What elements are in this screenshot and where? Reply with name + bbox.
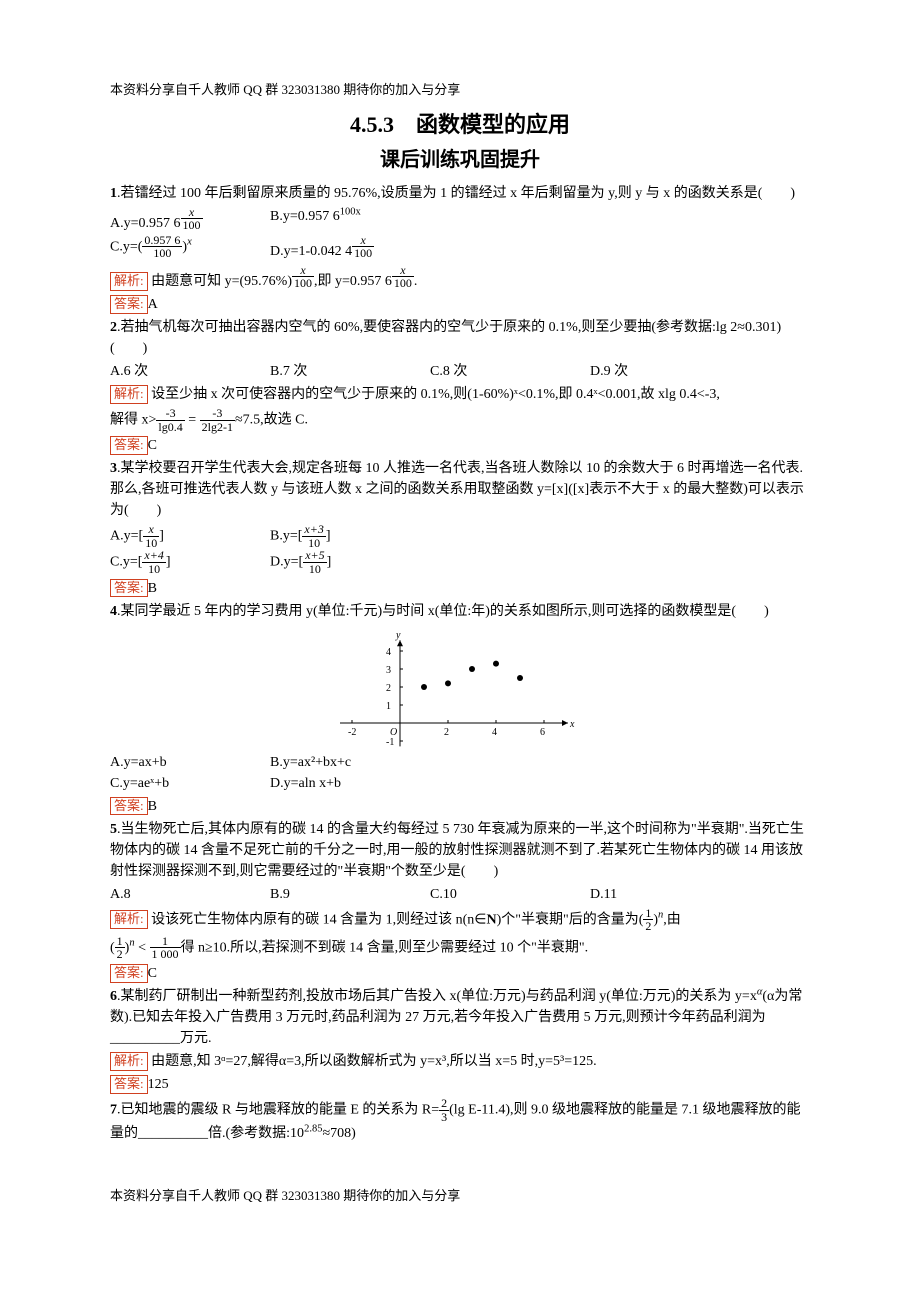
q2-solution-l1: 解析: 设至少抽 x 次可使容器内的空气少于原来的 0.1%,则(1-60%)ˣ…: [110, 384, 810, 405]
daan-label: 答案:: [110, 964, 148, 983]
question-6: 6.某制药厂研制出一种新型药剂,投放市场后其广告投入 x(单位:万元)与药品利润…: [110, 986, 810, 1049]
q1-answer: 答案:A: [110, 294, 810, 315]
q3-text: .某学校要召开学生代表大会,规定各班每 10 人推选一名代表,当各班人数除以 1…: [110, 461, 804, 518]
q5-options: A.8 B.9 C.10 D.11: [110, 884, 810, 905]
page-title: 4.5.3 函数模型的应用: [110, 108, 810, 141]
q3-opt-c: C.y=[x+410]: [110, 549, 260, 575]
q2-solution-l2: 解得 x>-3lg0.4 = -32lg2-1≈7.5,故选 C.: [110, 407, 810, 433]
question-7: 7.已知地震的震级 R 与地震释放的能量 E 的关系为 R=23(lg E-11…: [110, 1097, 810, 1144]
q2-options: A.6 次 B.7 次 C.8 次 D.9 次: [110, 361, 810, 382]
svg-text:4: 4: [492, 727, 497, 738]
q5-solution-l2: (12)n < 11 000得 n≥10.所以,若探测不到碳 14 含量,则至少…: [110, 935, 810, 961]
q4-opt-d: D.y=aln x+b: [270, 773, 420, 794]
svg-text:y: y: [395, 630, 401, 641]
q4-options-row1: A.y=ax+b B.y=ax²+bx+c: [110, 752, 810, 773]
daan-label: 答案:: [110, 295, 148, 314]
q3-answer: 答案:B: [110, 578, 810, 599]
svg-text:3: 3: [386, 665, 391, 676]
q2-text: .若抽气机每次可抽出容器内空气的 60%,要使容器内的空气少于原来的 0.1%,…: [110, 320, 781, 356]
jiexi-label: 解析:: [110, 385, 148, 404]
svg-text:6: 6: [540, 727, 545, 738]
svg-text:2: 2: [386, 683, 391, 694]
question-4: 4.某同学最近 5 年内的学习费用 y(单位:千元)与时间 x(单位:年)的关系…: [110, 601, 810, 622]
q3-options-row1: A.y=[x10] B.y=[x+310]: [110, 523, 810, 549]
q2-answer: 答案:C: [110, 435, 810, 456]
question-1: 1.若镭经过 100 年后剩留原来质量的 95.76%,设质量为 1 的镭经过 …: [110, 183, 810, 204]
q5-opt-d: D.11: [590, 884, 740, 905]
q4-text: .某同学最近 5 年内的学习费用 y(单位:千元)与时间 x(单位:年)的关系如…: [117, 604, 769, 619]
q5-text: .当生物死亡后,其体内原有的碳 14 的含量大约每经过 5 730 年衰减为原来…: [110, 822, 804, 879]
q5-opt-b: B.9: [270, 884, 420, 905]
q4-opt-b: B.y=ax²+bx+c: [270, 752, 420, 773]
q4-options-row2: C.y=aeˣ+b D.y=aln x+b: [110, 773, 810, 794]
question-2: 2.若抽气机每次可抽出容器内空气的 60%,要使容器内的空气少于原来的 0.1%…: [110, 317, 810, 359]
daan-label: 答案:: [110, 797, 148, 816]
q3-options-row2: C.y=[x+410] D.y=[x+510]: [110, 549, 810, 575]
q1-options-row1: A.y=0.957 6x100 B.y=0.957 6100x: [110, 206, 810, 234]
q5-solution-l1: 解析: 设该死亡生物体内原有的碳 14 含量为 1,则经过该 n(n∈N)个"半…: [110, 907, 810, 933]
q1-opt-c: C.y=(0.957 6100)x: [110, 234, 260, 262]
svg-text:2: 2: [444, 727, 449, 738]
svg-text:-2: -2: [348, 727, 356, 738]
footer-note: 本资料分享自千人教师 QQ 群 323031380 期待你的加入与分享: [110, 1186, 810, 1206]
svg-text:1: 1: [386, 701, 391, 712]
q1-text: .若镭经过 100 年后剩留原来质量的 95.76%,设质量为 1 的镭经过 x…: [117, 186, 795, 201]
q5-answer: 答案:C: [110, 963, 810, 984]
q1-opt-d: D.y=1-0.042 4x100: [270, 234, 420, 262]
q1-options-row2: C.y=(0.957 6100)x D.y=1-0.042 4x100: [110, 234, 810, 262]
q2-opt-b: B.7 次: [270, 361, 420, 382]
q2-opt-c: C.8 次: [430, 361, 580, 382]
q1-opt-b: B.y=0.957 6100x: [270, 206, 420, 234]
q3-opt-a: A.y=[x10]: [110, 523, 260, 549]
q2-opt-a: A.6 次: [110, 361, 260, 382]
page-subtitle: 课后训练巩固提升: [110, 145, 810, 175]
q5-opt-c: C.10: [430, 884, 580, 905]
daan-label: 答案:: [110, 579, 148, 598]
daan-label: 答案:: [110, 1075, 148, 1094]
question-3: 3.某学校要召开学生代表大会,规定各班每 10 人推选一名代表,当各班人数除以 …: [110, 458, 810, 521]
jiexi-label: 解析:: [110, 272, 148, 291]
q6-solution: 解析: 由题意,知 3ᵅ=27,解得α=3,所以函数解析式为 y=x³,所以当 …: [110, 1051, 810, 1072]
q1-opt-a: A.y=0.957 6x100: [110, 206, 260, 234]
svg-text:-1: -1: [386, 737, 394, 748]
jiexi-label: 解析:: [110, 910, 148, 929]
q5-opt-a: A.8: [110, 884, 260, 905]
q4-answer: 答案:B: [110, 796, 810, 817]
svg-text:x: x: [569, 719, 575, 730]
q1-solution: 解析: 由题意可知 y=(95.76%)x100,即 y=0.957 6x100…: [110, 264, 810, 292]
q3-opt-d: D.y=[x+510]: [270, 549, 420, 575]
q4-opt-c: C.y=aeˣ+b: [110, 773, 260, 794]
question-5: 5.当生物死亡后,其体内原有的碳 14 的含量大约每经过 5 730 年衰减为原…: [110, 819, 810, 882]
jiexi-label: 解析:: [110, 1052, 148, 1071]
q3-opt-b: B.y=[x+310]: [270, 523, 420, 549]
svg-text:4: 4: [386, 647, 391, 658]
daan-label: 答案:: [110, 436, 148, 455]
header-note: 本资料分享自千人教师 QQ 群 323031380 期待你的加入与分享: [110, 80, 810, 100]
q4-scatter-chart: -2O246-11234xy: [330, 628, 590, 748]
q6-answer: 答案:125: [110, 1074, 810, 1095]
q4-opt-a: A.y=ax+b: [110, 752, 260, 773]
q2-opt-d: D.9 次: [590, 361, 740, 382]
